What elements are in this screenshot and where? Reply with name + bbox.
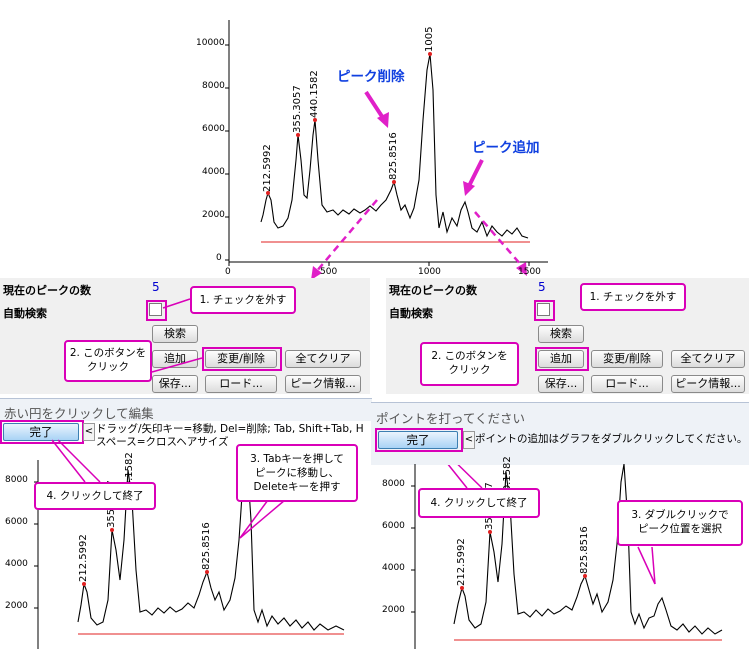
peaks-count-label: 現在のピークの数 (389, 284, 477, 297)
callout-text: 2. このボタンを (69, 347, 147, 359)
save-button[interactable]: 保存... (152, 375, 198, 393)
callout-text: ピーク位置を選択 (638, 523, 722, 535)
peaks-count-value: 5 (152, 280, 160, 294)
load-button[interactable]: ロード... (591, 375, 663, 393)
collapse-arrow[interactable]: < (463, 431, 475, 449)
clear-all-button[interactable]: 全てクリア (671, 350, 745, 368)
auto-search-label: 自動検索 (3, 307, 47, 320)
left-peak-panel: 現在のピークの数 5 自動検索 検索 追加 変更/削除 全てクリア 保存... … (0, 278, 370, 394)
y-tick-label: 4000 (202, 167, 225, 177)
y-tick-label: 6000 (382, 521, 405, 531)
top-chart-svg (225, 20, 548, 280)
edit-bar-title: 赤い円をクリックして編集 (4, 406, 154, 421)
y-tick-label: 10000 (196, 38, 225, 48)
y-tick-label: 8000 (202, 81, 225, 91)
done-button[interactable]: 完了 (378, 431, 458, 449)
annotation-peak-delete: ピーク削除 (337, 69, 405, 85)
peak-label: 355.3057 (292, 85, 303, 133)
x-tick-label: 500 (320, 267, 338, 277)
add-button-highlight (535, 347, 589, 371)
collapse-arrow[interactable]: < (83, 423, 95, 441)
peak-label: 825.8516 (579, 526, 590, 574)
done-button[interactable]: 完了 (3, 423, 79, 441)
x-tick-label: 1500 (518, 267, 541, 277)
peak-label: 212.5992 (456, 538, 467, 586)
clear-all-button[interactable]: 全てクリア (285, 350, 361, 368)
peak-label: 1005 (424, 26, 435, 52)
peak-label: 440.1582 (309, 70, 320, 118)
y-tick-label: 6000 (5, 517, 28, 527)
modify-delete-button[interactable]: 変更/削除 (591, 350, 663, 368)
auto-search-label: 自動検索 (389, 307, 433, 320)
peak-label: 212.5992 (262, 144, 273, 192)
callout-text: ピークに移動し、 (255, 467, 339, 479)
callout-click-button: 2. このボタンを クリック (420, 342, 519, 386)
edit-hint-line2: スペース=クロスヘアサイズ (96, 436, 229, 448)
x-tick-label: 1000 (418, 267, 441, 277)
callout-tab-move: 3. Tabキーを押して ピークに移動し、 Deleteキーを押す (236, 444, 358, 502)
callout-text: Deleteキーを押す (253, 481, 341, 493)
y-tick-label: 2000 (202, 210, 225, 220)
peaks-count-value: 5 (538, 280, 546, 294)
auto-search-checkbox[interactable] (149, 303, 162, 316)
edit-hint-line1: ドラッグ/矢印キー=移動, Del=削除; Tab, Shift+Tab, H (96, 423, 364, 435)
right-peak-panel: 現在のピークの数 5 自動検索 検索 追加 変更/削除 全てクリア 保存... … (386, 278, 749, 394)
callout-click-button: 2. このボタンを クリック (64, 340, 152, 382)
edit-bar-title: ポイントを打ってください (376, 411, 526, 426)
x-tick-label: 0 (225, 267, 231, 277)
peak-label: 212.5992 (78, 534, 89, 582)
callout-text: 3. Tabキーを押して (250, 453, 344, 465)
y-tick-label: 2000 (5, 601, 28, 611)
callout-click-done: 4. クリックして終了 (34, 482, 156, 510)
callout-double-click: 3. ダブルクリックで ピーク位置を選択 (617, 500, 743, 546)
annotation-peak-add: ピーク追加 (472, 140, 540, 156)
callout-click-done: 4. クリックして終了 (418, 488, 540, 518)
search-button[interactable]: 検索 (152, 325, 198, 343)
right-lower-chart-svg (411, 464, 723, 649)
add-button[interactable]: 追加 (538, 350, 584, 368)
left-lower-chart: 8000 6000 4000 2000 212.5992 355.3057 44… (0, 452, 372, 649)
y-tick-label: 8000 (382, 479, 405, 489)
y-tick-label: 2000 (382, 605, 405, 615)
peaks-count-label: 現在のピークの数 (3, 284, 91, 297)
done-button-highlight (375, 428, 463, 452)
modify-button-highlight (202, 347, 282, 371)
peak-info-button[interactable]: ピーク情報... (285, 375, 361, 393)
auto-search-checkbox[interactable] (537, 303, 550, 316)
y-tick-label: 4000 (5, 559, 28, 569)
checkbox-highlight (146, 300, 167, 321)
peak-info-button[interactable]: ピーク情報... (671, 375, 745, 393)
callout-text: クリック (448, 364, 491, 376)
checkbox-highlight (534, 300, 555, 321)
add-button[interactable]: 追加 (152, 350, 198, 368)
save-button[interactable]: 保存... (538, 375, 584, 393)
y-tick-label: 8000 (5, 475, 28, 485)
top-chart: 10000 8000 6000 4000 2000 0 0 500 1000 1… (0, 0, 749, 285)
right-lower-chart: 8000 6000 4000 2000 212.5992 355.3057 44… (372, 456, 749, 649)
right-edit-bar: ポイントを打ってください 完了 < ポイントの追加はグラフをダブルクリックしてく… (371, 402, 749, 465)
y-tick-label: 6000 (202, 124, 225, 134)
search-button[interactable]: 検索 (538, 325, 584, 343)
peak-label: 825.8516 (388, 132, 399, 180)
peak-label: 825.8516 (201, 522, 212, 570)
left-lower-chart-svg (34, 460, 345, 649)
load-button[interactable]: ロード... (205, 375, 277, 393)
callout-text: 2. このボタンを (431, 350, 508, 362)
callout-uncheck: 1. チェックを外す (190, 286, 296, 314)
edit-hint-line1: ポイントの追加はグラフをダブルクリックしてください。 (475, 433, 748, 445)
callout-text: クリック (87, 361, 129, 373)
modify-delete-button[interactable]: 変更/削除 (205, 350, 277, 368)
y-tick-label: 0 (216, 253, 222, 263)
callout-uncheck: 1. チェックを外す (580, 283, 686, 311)
y-tick-label: 4000 (382, 563, 405, 573)
callout-text: 3. ダブルクリックで (631, 509, 729, 521)
